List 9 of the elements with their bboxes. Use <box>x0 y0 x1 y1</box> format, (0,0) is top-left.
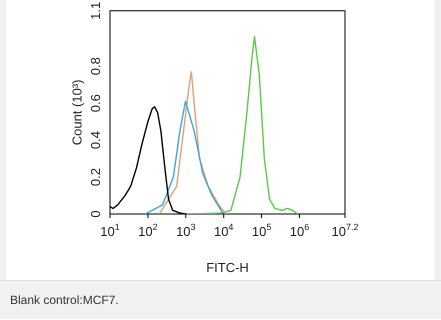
y-tick-label: 0.8 <box>88 57 104 76</box>
y-tick-label: 0.4 <box>88 131 104 150</box>
y-tick-label: 1.1 <box>88 2 104 20</box>
x-axis-title: FITC-H <box>206 260 249 275</box>
y-axis-title: Count (10³) <box>69 80 84 146</box>
y-tick-label: 0.6 <box>88 94 104 112</box>
y-tick-label: 0.2 <box>88 168 104 186</box>
text: Blank control:MCF7. <box>0 280 441 319</box>
y-tick-label: 0 <box>88 210 104 218</box>
